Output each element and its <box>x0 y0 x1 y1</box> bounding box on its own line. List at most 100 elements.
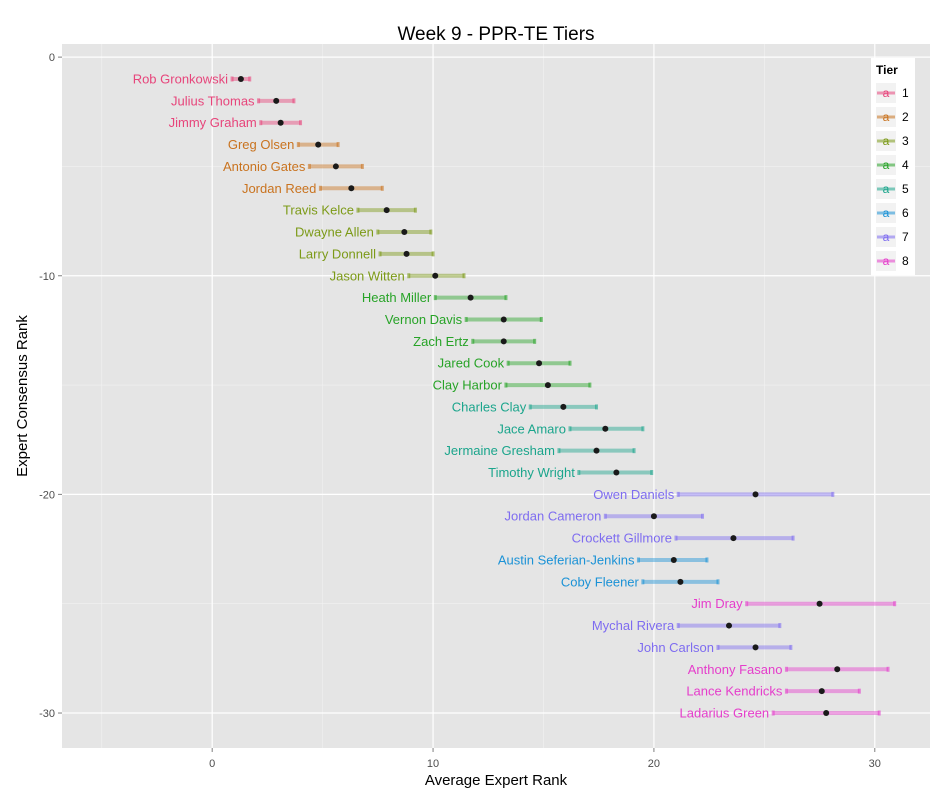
error-bar-cap <box>568 360 572 366</box>
error-bar-cap <box>789 644 793 650</box>
error-bar-cap <box>784 688 788 694</box>
error-bar-cap <box>299 120 303 126</box>
error-bar-cap <box>528 404 532 410</box>
player-label: Anthony Fasano <box>688 662 783 677</box>
error-bar-cap <box>471 338 475 344</box>
player-label: Antonio Gates <box>223 159 306 174</box>
data-points <box>237 75 841 717</box>
data-point <box>726 622 733 629</box>
player-label: Jared Cook <box>438 356 505 371</box>
error-bar-cap <box>632 448 636 454</box>
player-label: Mychal Rivera <box>592 618 675 633</box>
player-label: Clay Harbor <box>433 378 503 393</box>
error-bar-cap <box>433 295 437 301</box>
legend-title: Tier <box>876 63 898 77</box>
error-bar-cap <box>641 426 645 432</box>
error-bar-cap <box>857 688 861 694</box>
data-point <box>536 360 543 367</box>
error-bar-cap <box>716 644 720 650</box>
error-bar-cap <box>791 535 795 541</box>
error-bar-cap <box>378 251 382 257</box>
legend-entry-label: 8 <box>902 254 909 268</box>
player-label: Jimmy Graham <box>169 115 257 130</box>
error-bar-cap <box>716 579 720 585</box>
data-point <box>383 207 390 214</box>
x-axis-title: Average Expert Rank <box>425 772 568 789</box>
legend-key-glyph: a <box>883 86 890 100</box>
player-label: Jordan Reed <box>242 181 316 196</box>
data-point <box>650 513 657 520</box>
player-label: Travis Kelce <box>283 203 354 218</box>
error-bar-cap <box>784 666 788 672</box>
error-bar-cap <box>676 623 680 629</box>
data-point <box>401 229 408 236</box>
y-tick-label: -10 <box>39 271 55 283</box>
x-axis-ticks: 0 10 20 30 <box>209 748 881 770</box>
error-bar-cap <box>641 579 645 585</box>
error-bar-cap <box>292 98 296 104</box>
error-bar-cap <box>296 142 300 148</box>
x-tick-label: 0 <box>209 758 215 770</box>
error-bar-cap <box>248 76 252 82</box>
legend-key-glyph: a <box>883 134 890 148</box>
player-label: Lance Kendricks <box>686 684 783 699</box>
data-point <box>834 666 841 673</box>
error-bar-cap <box>506 360 510 366</box>
error-bar-cap <box>745 601 749 607</box>
error-bar-cap <box>259 120 263 126</box>
plot-panel <box>62 44 930 748</box>
error-bar-cap <box>557 448 561 454</box>
error-bar-cap <box>705 557 709 563</box>
error-bar-cap <box>636 557 640 563</box>
player-label: Rob Gronkowski <box>133 71 228 86</box>
player-labels: Rob Gronkowski Julius Thomas Jimmy Graham G… <box>133 71 783 720</box>
data-point <box>613 469 620 476</box>
legend-entry-label: 3 <box>902 134 909 148</box>
legend-entry-label: 2 <box>902 110 909 124</box>
legend-key-glyph: a <box>883 158 890 172</box>
error-bar-cap <box>650 470 654 476</box>
error-bar-cap <box>877 710 881 716</box>
player-label: Dwayne Allen <box>295 225 374 240</box>
legend-key-glyph: a <box>883 206 890 220</box>
error-bar-cap <box>380 185 384 191</box>
error-bar-cap <box>360 163 364 169</box>
legend-entry-label: 1 <box>902 86 909 100</box>
player-label: Coby Fleener <box>561 574 640 589</box>
player-label: Greg Olsen <box>228 137 294 152</box>
y-axis-ticks: 0 -10 -20 -30 <box>39 52 62 720</box>
error-bar-cap <box>676 491 680 497</box>
error-bar-cap <box>603 513 607 519</box>
data-point <box>593 447 600 454</box>
data-point <box>752 491 759 498</box>
error-bar-cap <box>504 295 508 301</box>
data-point <box>315 141 322 148</box>
player-label: Jim Dray <box>691 596 743 611</box>
error-bar-cap <box>588 382 592 388</box>
player-label: John Carlson <box>637 640 714 655</box>
legend-entry-label: 5 <box>902 182 909 196</box>
player-label: Austin Seferian-Jenkins <box>498 552 635 567</box>
player-label: Jordan Cameron <box>505 509 602 524</box>
x-tick-label: 20 <box>648 758 660 770</box>
error-bar-cap <box>413 207 417 213</box>
data-point <box>823 710 830 717</box>
data-point <box>670 556 677 563</box>
data-point <box>544 382 551 389</box>
player-label: Timothy Wright <box>488 465 575 480</box>
error-bar-cap <box>307 163 311 169</box>
data-point <box>237 75 244 82</box>
error-bar-cap <box>230 76 234 82</box>
data-point <box>730 535 737 542</box>
player-label: Jermaine Gresham <box>444 443 555 458</box>
player-label: Crockett Gillmore <box>572 531 672 546</box>
player-label: Jace Amaro <box>497 421 566 436</box>
error-bar-cap <box>318 185 322 191</box>
error-bar-cap <box>771 710 775 716</box>
data-point <box>818 688 825 695</box>
data-point <box>432 272 439 279</box>
error-bar-cap <box>504 382 508 388</box>
error-bar-cap <box>429 229 433 235</box>
legend-key-glyph: a <box>883 230 890 244</box>
